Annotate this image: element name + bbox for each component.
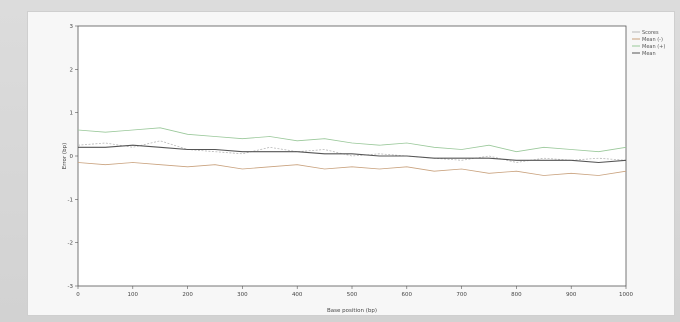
plot-area xyxy=(77,25,627,287)
legend-label: Mean xyxy=(642,51,656,57)
x-tick-label: 300 xyxy=(237,292,248,298)
chart-panel: 0 100 200 300 400 500 600 700 800 900 1000 -3 -2 -1 0 1… xyxy=(28,12,674,315)
y-axis-label: Error (bp) xyxy=(62,143,68,169)
x-tick-label: 600 xyxy=(402,292,413,298)
x-axis-label: Base position (bp) xyxy=(327,308,377,314)
legend-label: Scores xyxy=(642,30,659,36)
y-tick-label: 0 xyxy=(70,154,74,160)
x-tick-label: 100 xyxy=(128,292,139,298)
legend-label: Mean (+) xyxy=(642,44,665,50)
y-tick-label: 1 xyxy=(70,111,74,117)
legend-label: Mean (-) xyxy=(642,37,663,43)
y-tick-label: 3 xyxy=(70,24,74,30)
x-tick-label: 500 xyxy=(347,292,358,298)
y-tick-label: 2 xyxy=(70,67,74,73)
x-tick-label: 200 xyxy=(182,292,193,298)
axis-ticks: 0 100 200 300 400 500 600 700 800 900 1000 -3 -2 -1 0 1… xyxy=(68,24,634,298)
x-tick-label: 0 xyxy=(76,292,80,298)
y-tick-label: -1 xyxy=(68,197,73,203)
x-tick-label: 700 xyxy=(456,292,467,298)
series-line-mean xyxy=(77,162,627,176)
y-tick-label: -3 xyxy=(68,284,74,290)
series-lines xyxy=(77,127,627,176)
x-tick-label: 800 xyxy=(511,292,522,298)
x-tick-label: 1000 xyxy=(619,292,633,298)
x-tick-label: 400 xyxy=(292,292,303,298)
line-chart: 0 100 200 300 400 500 600 700 800 900 1000 -3 -2 -1 0 1… xyxy=(62,24,665,314)
x-tick-label: 900 xyxy=(566,292,577,298)
series-line-mean xyxy=(78,144,627,164)
y-tick-label: -2 xyxy=(68,241,73,247)
series-line-mean xyxy=(77,127,627,153)
series-line-scores xyxy=(77,140,627,163)
